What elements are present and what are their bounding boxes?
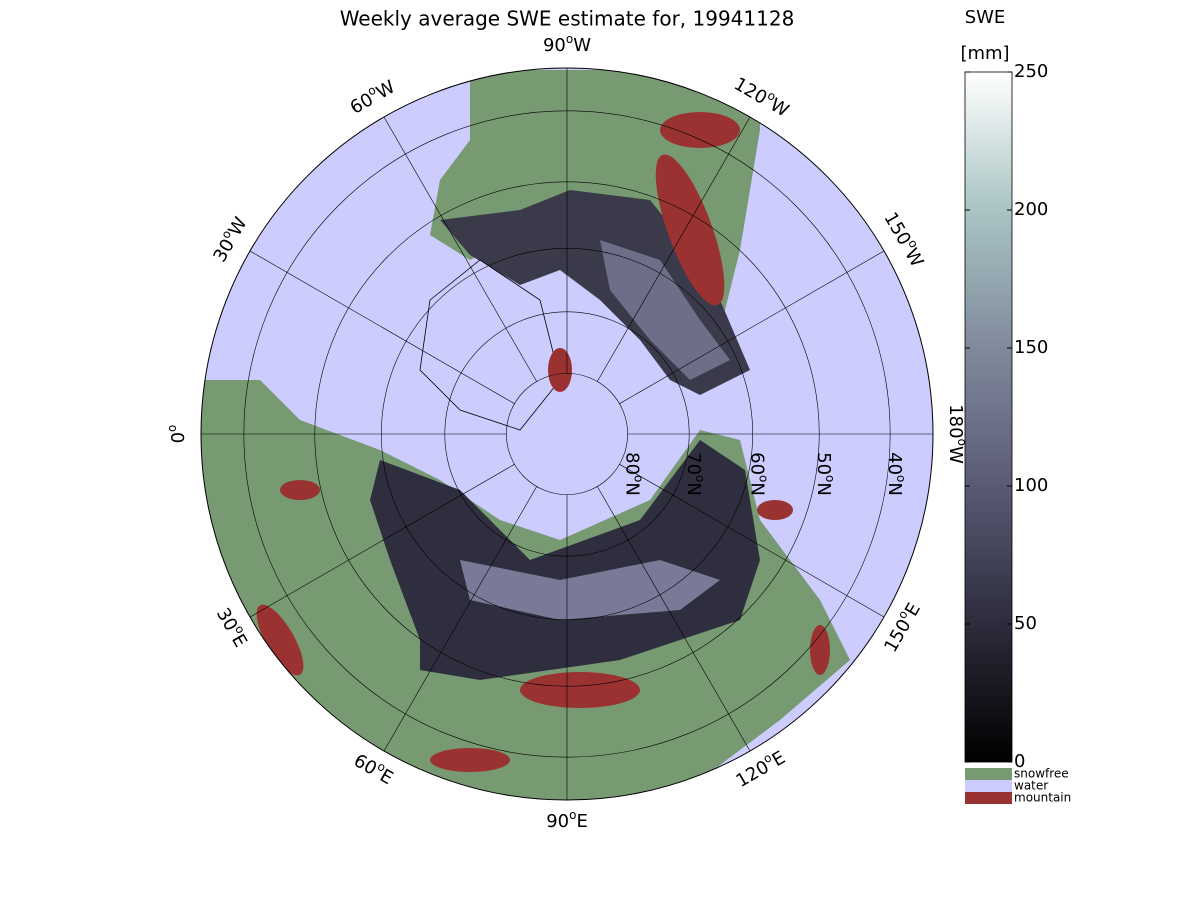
meridian [249,464,515,618]
coordinate-label: 40oN [884,452,909,496]
label-direction: E [227,631,251,651]
colorbar-tick-label: 100 [1014,475,1048,496]
colorbar-tick-label: 200 [1014,199,1048,220]
legend-label: water [1014,779,1048,793]
coordinate-label: 90oE [546,808,588,833]
label-degree-symbol: o [694,475,708,482]
label-degree-symbol: o [824,475,838,482]
label-degree-symbol: o [165,425,179,432]
meridian [619,250,885,404]
label-direction: N [622,482,643,495]
label-degree: 90 [546,811,569,832]
coordinate-label: 60oN [747,452,772,496]
label-direction: N [747,482,768,495]
label-degree-symbol: o [632,475,646,482]
label-direction: W [573,35,591,56]
label-degree-symbol: o [956,439,970,446]
meridian [619,464,885,618]
label-direction: N [683,482,704,495]
coordinate-label: 180oW [945,404,970,464]
label-direction: N [813,482,834,495]
label-degree: 180 [945,404,966,438]
label-degree: 80 [622,452,643,475]
colorbar-tick-label: 250 [1014,61,1048,82]
parallel [506,373,628,495]
meridian [597,116,751,382]
colorbar-tick-label: 150 [1014,337,1048,358]
label-degree-symbol: o [566,32,573,46]
snow-eurasia-deep [460,560,720,620]
graticule [201,68,933,800]
map-border [200,67,934,801]
snow-north-america-deep [600,240,730,380]
legend-label: snowfree [1014,767,1069,781]
mountains [256,112,830,772]
label-degree: 90 [543,35,566,56]
label-direction: E [576,811,587,832]
label-direction: N [884,482,905,495]
coordinate-label: 0o [165,425,190,444]
label-degree: 40 [884,452,905,475]
parallel [444,311,690,557]
label-direction: W [373,76,399,103]
greenland [419,259,561,431]
label-degree: 60 [350,750,380,780]
label-degree: 0 [168,432,189,443]
colorbar-tick-label: 0 [1014,751,1025,772]
colorbar-unit: [mm] [960,43,1009,64]
label-degree-symbol: o [895,475,909,482]
coordinate-label: 70oN [683,452,708,496]
coordinate-label: 90oW [543,32,591,57]
legend-swatch [965,780,1012,792]
meridian [383,486,537,752]
coordinate-label: 80oN [622,452,647,496]
colorbar-title: SWE [965,7,1006,28]
label-degree: 150 [880,616,915,656]
snow-eurasia [370,440,760,680]
coordinate-label: 30oW [206,212,251,266]
coordinate-label: 60oW [345,73,399,118]
meridian [249,250,515,404]
label-degree: 70 [683,452,704,475]
title: Weekly average SWE estimate for, 1994112… [340,7,795,31]
label-direction: E [769,747,789,771]
legend-swatch [965,792,1012,804]
colorbar-tick-label: 50 [1014,613,1037,634]
label-direction: W [945,446,966,464]
legend-swatch [965,768,1012,780]
legend-label: mountain [1014,791,1071,805]
meridian [383,116,537,382]
colorbar [964,71,1013,763]
meridian [597,486,751,752]
label-degree-symbol: o [757,475,771,482]
label-degree-symbol: o [569,808,576,822]
parallel [314,181,820,687]
coordinate-label: 50oN [813,452,838,496]
parallel [243,110,891,758]
parallel [381,248,753,620]
label-direction: W [900,245,927,271]
label-degree: 30 [209,235,239,265]
label-degree: 50 [813,452,834,475]
map [201,68,933,800]
label-degree: 60 [747,452,768,475]
label-degree: 120 [730,74,770,109]
